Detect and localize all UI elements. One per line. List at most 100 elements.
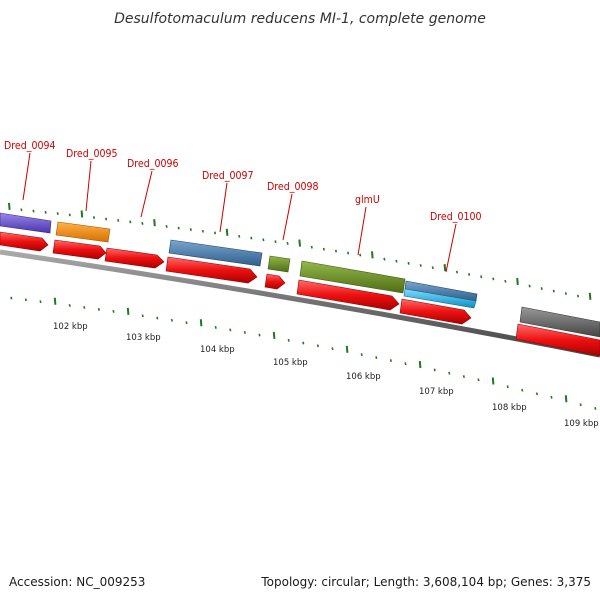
map-title: Desulfotomaculum reducens MI-1, complete… — [114, 11, 486, 27]
minor-tick — [97, 307, 100, 311]
genome-summary-text: Topology: circular; Length: 3,608,104 bp… — [260, 575, 591, 589]
minor-tick — [68, 303, 71, 307]
major-tick — [53, 297, 57, 305]
minor-tick — [579, 403, 582, 407]
minor-tick — [20, 208, 23, 212]
major-tick — [153, 219, 156, 227]
kbp-label-107: 107 kbp — [419, 387, 454, 397]
minor-tick — [540, 287, 543, 290]
minor-tick — [201, 229, 204, 233]
gene-label-glmu: glmU — [355, 194, 380, 206]
major-tick — [491, 377, 495, 385]
major-tick — [80, 210, 84, 218]
minor-tick — [250, 236, 253, 240]
leader-dred0098 — [282, 193, 293, 241]
minor-tick — [189, 228, 192, 232]
genome-backbone — [0, 249, 600, 358]
kbp-label-103: 103 kbp — [126, 333, 161, 343]
minor-tick — [39, 300, 42, 304]
minor-tick — [274, 240, 277, 244]
minor-tick — [389, 359, 392, 362]
minor-tick — [550, 395, 553, 399]
minor-tick — [316, 344, 319, 348]
minor-tick — [105, 217, 108, 221]
minor-tick — [213, 231, 217, 235]
minor-tick — [302, 341, 305, 345]
cog-block-glmu — [299, 260, 406, 294]
minor-tick — [347, 251, 350, 255]
major-tick — [516, 277, 519, 286]
minor-tick — [468, 272, 471, 276]
leader-dred0095 — [85, 160, 92, 212]
minor-tick — [462, 375, 465, 378]
major-tick — [126, 307, 130, 315]
kbp-label-109: 109 kbp — [564, 419, 599, 429]
minor-tick — [359, 253, 362, 257]
minor-tick — [594, 407, 597, 410]
kbp-label-105: 105 kbp — [273, 358, 308, 368]
minor-tick — [156, 316, 159, 320]
kbp-label-108: 108 kbp — [492, 403, 527, 413]
minor-tick — [44, 210, 47, 214]
minor-tick — [375, 356, 378, 359]
cog-block-dred0094 — [0, 212, 52, 234]
minor-tick — [448, 371, 451, 375]
minor-tick — [24, 298, 27, 302]
gene-arrow-dred0096 — [104, 247, 165, 269]
minor-tick — [177, 226, 180, 230]
minor-tick — [56, 212, 59, 216]
minor-tick — [477, 378, 480, 382]
minor-tick — [141, 314, 144, 318]
scale-tick-marks — [10, 296, 597, 410]
minor-tick — [117, 219, 120, 222]
minor-tick — [528, 284, 531, 288]
gene-label-dred0097: Dred_0097 — [202, 170, 254, 182]
gene-label-leaders — [22, 152, 457, 273]
major-tick — [199, 319, 203, 327]
minor-tick — [170, 318, 173, 322]
kbp-label-104: 104 kbp — [200, 345, 235, 355]
major-tick — [345, 345, 349, 353]
minor-tick — [506, 385, 509, 389]
minor-tick — [185, 321, 188, 325]
minor-tick — [431, 266, 434, 270]
leader-dred0096 — [140, 170, 153, 218]
major-tick — [418, 360, 422, 369]
minor-tick — [92, 216, 96, 220]
major-tick — [371, 251, 374, 259]
cog-block-dred0095 — [55, 221, 111, 243]
minor-tick — [129, 220, 132, 224]
gene-arrow-track — [0, 231, 600, 357]
minor-tick — [504, 279, 507, 283]
kbp-label-102: 102 kbp — [53, 322, 88, 332]
minor-tick — [229, 328, 232, 332]
minor-tick — [564, 292, 567, 295]
gene-arrow-dred0095 — [52, 239, 107, 260]
major-tick — [443, 264, 447, 272]
leader-dred0094 — [22, 152, 31, 201]
cog-feature-track — [0, 212, 600, 338]
minor-tick — [576, 294, 580, 298]
major-tick — [225, 228, 229, 236]
minor-tick — [535, 392, 538, 396]
minor-tick — [258, 333, 261, 337]
minor-tick — [238, 234, 241, 238]
minor-tick — [395, 259, 398, 263]
leader-dred0097 — [219, 182, 228, 233]
leader-dred0100 — [445, 223, 457, 273]
minor-tick — [322, 247, 325, 251]
major-tick — [588, 292, 592, 300]
minor-tick — [433, 368, 436, 372]
minor-tick — [112, 310, 115, 313]
minor-tick — [552, 289, 555, 293]
gene-labels: Dred_0094 Dred_0095 Dred_0096 Dred_0097 … — [4, 140, 482, 223]
cog-block-dred0097 — [168, 239, 263, 267]
minor-tick — [310, 245, 313, 249]
minor-tick — [214, 325, 217, 329]
minor-tick — [68, 213, 71, 217]
gene-arrow-dred0100 — [399, 298, 472, 325]
major-tick — [564, 395, 568, 403]
minor-tick — [32, 209, 35, 213]
kbp-scale-labels: 102 kbp 103 kbp 104 kbp 105 kbp 106 kbp … — [53, 322, 599, 429]
